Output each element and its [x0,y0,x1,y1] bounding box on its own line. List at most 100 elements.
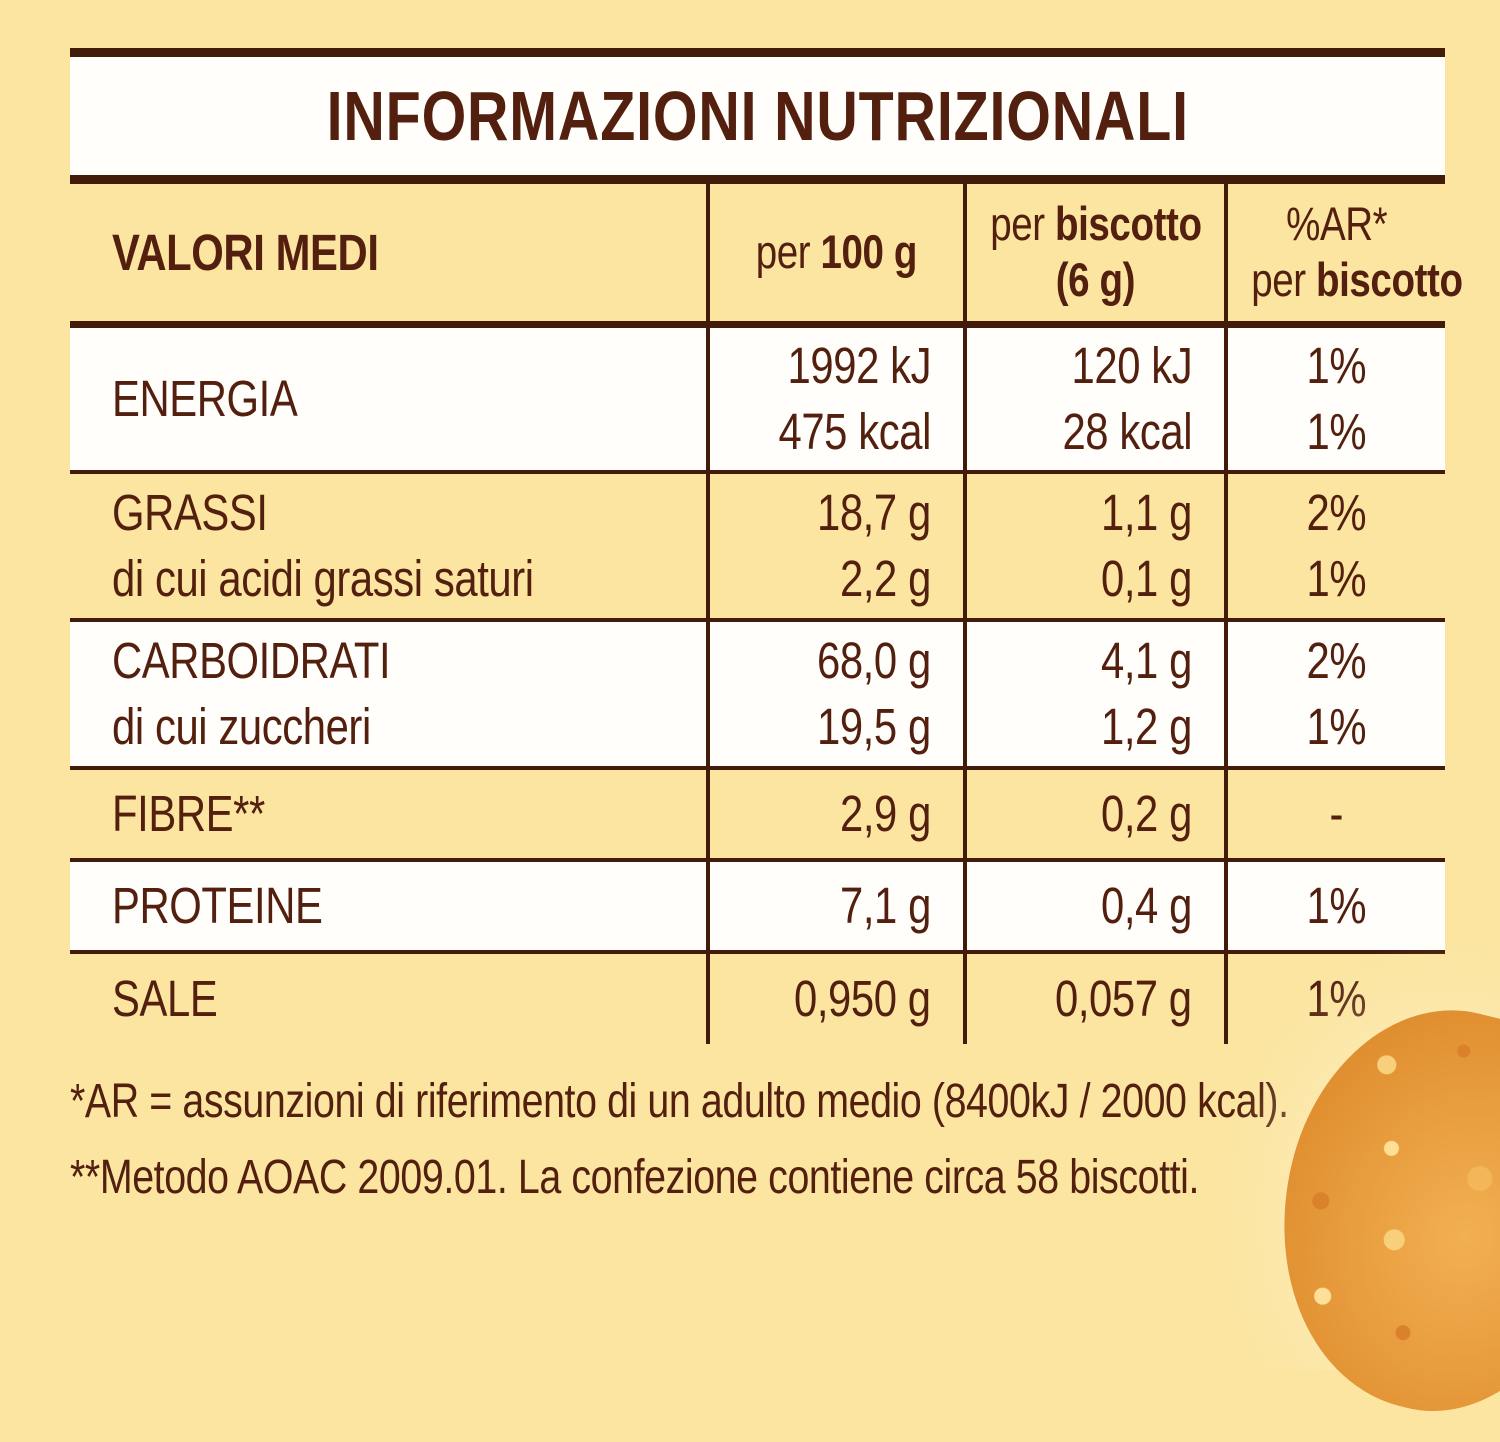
cell-text: 120 kJ [1071,336,1192,394]
cell-line: PROTEINE [112,873,706,939]
cell-text: PROTEINE [112,877,323,934]
cell-text: 2,2 g [840,550,931,607]
cell-line: 68,0 g [710,628,931,694]
cell-text: 0,950 g [794,970,931,1027]
cell-line: 0,1 g [967,546,1192,612]
page-title: INFORMAZIONI NUTRIZIONALI [326,77,1189,155]
cell-line: 1,1 g [967,480,1192,546]
row-energia: ENERGIA 1992 kJ 475 kcal 120 kJ 28 kcal 1% 1% [70,324,1445,472]
cell-text: 0,057 g [1055,970,1192,1027]
cell-text: GRASSI [112,484,268,541]
cell-text: 1% [1306,698,1367,755]
cell-proteine-label: PROTEINE [70,860,708,952]
cell-text: FIBRE** [112,785,265,842]
cell-grassi-ar-percent: 2% 1% [1224,472,1445,620]
cell-fibre-per-biscotto: 0,2 g [963,768,1226,860]
column-header-per-100g: per 100 g [706,184,965,324]
column-header-valori-medi: VALORI MEDI [112,223,379,281]
cell-line: - [1228,781,1445,847]
header-per-biscotto-weight: (6 g) [1055,253,1136,307]
cell-energia-label: ENERGIA [70,324,708,472]
header-ar-label: %AR* [1285,197,1388,251]
cell-line: 120 kJ [967,333,1192,399]
cell-grassi-label: GRASSI di cui acidi grassi saturi [70,472,708,620]
header-per-100g-value: 100 g [820,225,918,279]
cell-energia-per-100g: 1992 kJ 475 kcal [706,324,965,472]
cell-fibre-ar-percent: - [1224,768,1445,860]
cell-line: 2,9 g [710,781,931,847]
cell-carboidrati-label: CARBOIDRATI di cui zuccheri [70,620,708,768]
cell-carboidrati-per-biscotto: 4,1 g 1,2 g [963,620,1226,768]
cell-carboidrati-ar-percent: 2% 1% [1224,620,1445,768]
cell-text: 7,1 g [840,877,931,934]
title-band: INFORMAZIONI NUTRIZIONALI [70,48,1445,184]
cell-text: 0,4 g [1101,877,1192,934]
cell-text: 18,7 g [817,484,931,541]
cell-text: 1% [1306,402,1367,460]
cell-line: 1% [1228,546,1445,612]
cell-text: 0,2 g [1101,785,1192,842]
cell-sale-per-100g: 0,950 g [706,952,965,1044]
cell-line: GRASSI [112,480,706,546]
cell-line: 0,950 g [710,966,931,1032]
nutrition-label-photo: { "title": "INFORMAZIONI NUTRIZIONALI", … [0,48,1500,1442]
cell-line: 2,2 g [710,546,931,612]
cell-line: 28 kcal [967,399,1192,465]
cell-text: 1,1 g [1101,484,1192,541]
footnote-metodo-aoac: **Metodo AOAC 2009.01. La confezione con… [70,1151,1200,1204]
cell-text: di cui zuccheri [112,698,371,755]
cell-energia-ar-percent: 1% 1% [1224,324,1445,472]
row-fibre: FIBRE** 2,9 g 0,2 g - [70,768,1445,860]
cell-carboidrati-per-100g: 68,0 g 19,5 g [706,620,965,768]
cell-grassi-per-100g: 18,7 g 2,2 g [706,472,965,620]
table-header-row: VALORI MEDI per 100 g per biscotto (6 g)… [70,184,1463,324]
cell-fibre-label: FIBRE** [70,768,708,860]
header-per-100g-prefix: per [755,225,821,279]
cell-grassi-per-biscotto: 1,1 g 0,1 g [963,472,1226,620]
nutrition-table-body: ENERGIA 1992 kJ 475 kcal 120 kJ 28 kcal 1% 1% G… [70,324,1445,1044]
cell-line: 18,7 g [710,480,931,546]
cell-proteine-per-biscotto: 0,4 g [963,860,1226,952]
cell-proteine-per-100g: 7,1 g [706,860,965,952]
cell-sale-ar-percent: 1% [1224,952,1445,1044]
cell-text: 1% [1306,970,1367,1027]
cell-energia-per-biscotto: 120 kJ 28 kcal [963,324,1226,472]
cell-line: 475 kcal [710,399,932,465]
cell-text: 0,1 g [1101,550,1192,607]
nutrition-table: VALORI MEDI per 100 g per biscotto (6 g)… [70,184,1463,1044]
cell-text: 1% [1306,336,1367,394]
cell-text: ENERGIA [112,369,298,427]
row-carboidrati: CARBOIDRATI di cui zuccheri 68,0 g 19,5 g 4,… [70,620,1445,768]
cell-line: di cui zuccheri [112,694,706,760]
cell-line: FIBRE** [112,781,706,847]
cell-line: 1% [1228,399,1445,465]
cell-line: 1% [1228,333,1445,399]
cell-line: 0,4 g [967,873,1192,939]
cell-text: 28 kcal [1062,402,1192,460]
column-header-per-biscotto: per biscotto (6 g) [963,184,1226,324]
cell-text: 68,0 g [817,632,931,689]
cell-line: 1,2 g [967,694,1192,760]
cell-sale-label: SALE [70,952,708,1044]
cell-line: 2% [1228,480,1445,546]
cell-line: 0,057 g [967,966,1192,1032]
cell-text: 1,2 g [1101,698,1192,755]
cell-line: 4,1 g [967,628,1192,694]
cell-text: 2,9 g [840,785,931,842]
cell-text: 1% [1306,877,1367,934]
cell-text: 475 kcal [778,402,932,460]
cell-text: 2% [1306,632,1367,689]
column-header-ar-percent: %AR* per biscotto [1224,184,1463,324]
row-grassi: GRASSI di cui acidi grassi saturi 18,7 g 2,… [70,472,1445,620]
cell-text: 19,5 g [817,698,931,755]
cell-line: ENERGIA [112,366,706,432]
cell-sale-per-biscotto: 0,057 g [963,952,1226,1044]
cell-line: 19,5 g [710,694,931,760]
cell-text: 2% [1306,484,1367,541]
cell-line: 0,2 g [967,781,1192,847]
cell-proteine-ar-percent: 1% [1224,860,1445,952]
cell-line: 1% [1228,694,1445,760]
cell-text: SALE [112,970,218,1027]
row-proteine: PROTEINE 7,1 g 0,4 g 1% [70,860,1445,952]
cell-text: 4,1 g [1101,632,1192,689]
